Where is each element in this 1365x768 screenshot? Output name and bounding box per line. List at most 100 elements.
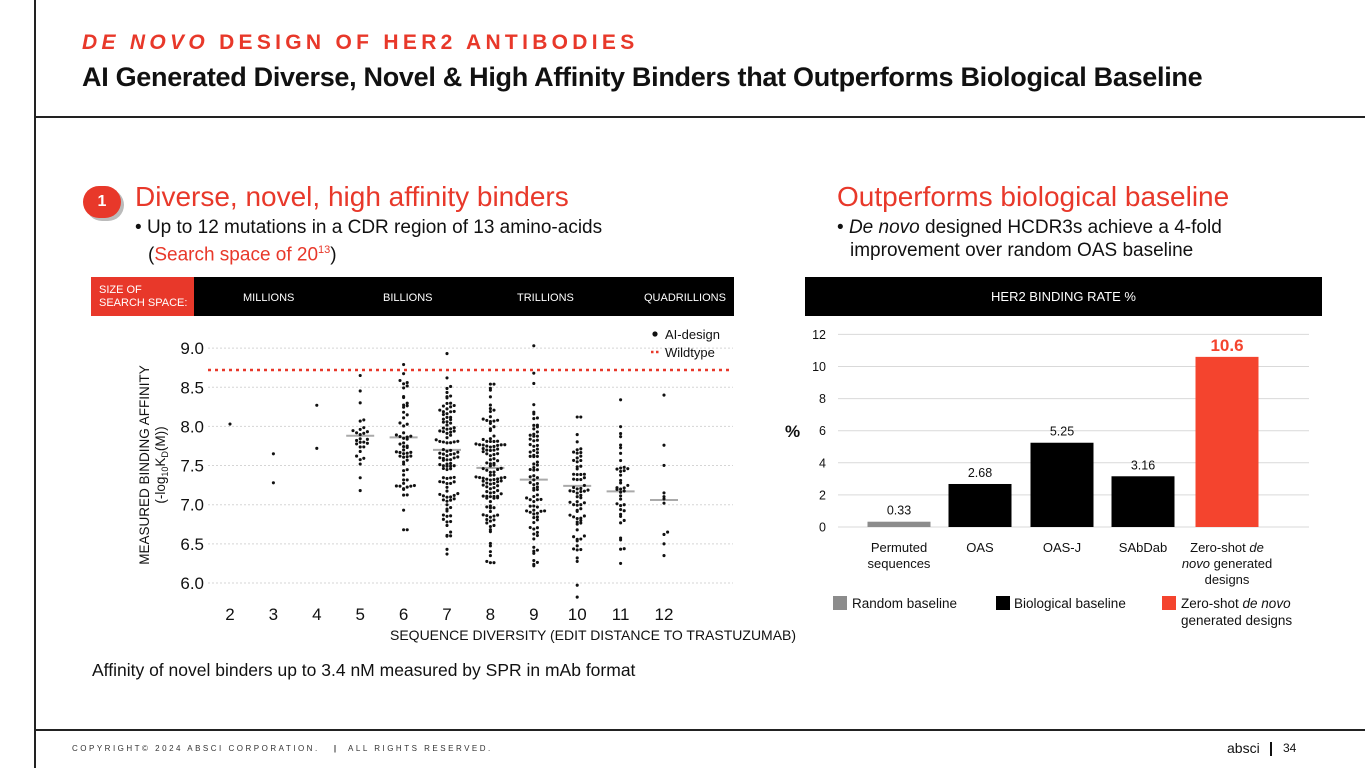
cat-zs-l1a: Zero-shot: [1190, 540, 1249, 555]
point-x10-55: [579, 464, 583, 468]
point-x9-72: [535, 430, 539, 434]
point-x5-5: [355, 454, 359, 458]
point-x9-20: [535, 511, 539, 515]
point-x8-30: [492, 494, 496, 499]
point-x7-31: [441, 480, 445, 484]
point-x8-75: [488, 454, 492, 458]
point-x6-54: [402, 394, 406, 399]
point-x7-72: [449, 433, 453, 437]
point-x9-63: [535, 443, 539, 447]
point-x10-15: [579, 521, 583, 525]
point-x6-40: [409, 434, 413, 438]
legend-ai-marker: [652, 331, 658, 337]
point-x7-5: [449, 530, 453, 534]
point-x6-12: [402, 481, 406, 485]
point-x7-62: [449, 448, 453, 452]
bar-y-ticks: 0 2 4 6 8 10 12: [812, 328, 826, 535]
point-x9-57: [532, 453, 536, 457]
point-x8-10: [492, 523, 496, 528]
point-x8-25: [488, 500, 492, 504]
point-x8-54: [481, 476, 485, 480]
header-divider: [34, 116, 1365, 118]
search-space-strip: SIZE OF SEARCH SPACE: MILLIONS BILLIONS …: [91, 277, 734, 316]
point-x8-94: [488, 439, 492, 444]
y-label-line2: (-log10KD(M)): [153, 426, 170, 503]
point-x9-16: [535, 518, 539, 522]
point-x8-64: [496, 467, 500, 472]
point-x11-0: [619, 561, 623, 565]
point-x10-43: [572, 485, 576, 490]
point-x8-39: [488, 487, 492, 491]
point-x6-1: [405, 528, 409, 532]
point-x9-43: [532, 478, 536, 482]
point-x6-59: [398, 378, 402, 383]
point-x5-10: [365, 441, 369, 445]
point-x10-52: [582, 472, 586, 476]
point-x7-43: [441, 464, 445, 468]
point-x8-73: [488, 458, 492, 462]
point-x10-68: [575, 415, 579, 419]
point-x10-17: [579, 518, 583, 522]
point-x5-1: [358, 476, 362, 480]
point-x10-9: [575, 537, 579, 541]
point-x9-35: [535, 493, 539, 497]
point-x6-28: [409, 450, 413, 454]
point-x8-72: [496, 459, 500, 463]
point-x3-0: [271, 481, 275, 485]
point-x10-10: [579, 537, 583, 541]
point-x6-21: [402, 455, 406, 459]
point-x11-39: [619, 398, 623, 402]
point-x8-18: [496, 513, 500, 517]
point-x6-48: [402, 410, 406, 414]
point-x8-85: [488, 445, 492, 449]
point-x9-49: [528, 467, 532, 472]
point-x9-19: [532, 512, 536, 516]
point-x9-44: [535, 476, 539, 480]
point-x5-0: [358, 489, 362, 493]
point-x8-107: [485, 418, 489, 422]
point-x8-61: [488, 470, 492, 474]
bar-cat-permuted: Permuted sequences: [868, 540, 931, 571]
point-x8-50: [488, 478, 492, 482]
point-x8-81: [492, 448, 496, 452]
point-x8-65: [481, 467, 485, 471]
point-x8-87: [485, 444, 489, 448]
point-x11-34: [619, 446, 623, 450]
point-x7-82: [445, 423, 449, 427]
point-x2-0: [228, 422, 232, 426]
point-x8-113: [488, 407, 492, 411]
point-x11-4: [619, 536, 623, 540]
point-x6-8: [398, 484, 402, 488]
point-x8-44: [488, 482, 492, 486]
point-x6-24: [409, 454, 413, 458]
point-x9-52: [532, 462, 536, 466]
point-x9-24: [543, 509, 547, 513]
point-x9-11: [535, 530, 539, 534]
point-x7-24: [452, 493, 456, 497]
point-x9-17: [532, 516, 536, 520]
point-x8-76: [492, 453, 496, 457]
point-x9-37: [535, 487, 539, 492]
point-x9-83: [532, 371, 536, 375]
bar-2: [1030, 442, 1094, 527]
point-x12-4: [662, 501, 666, 505]
point-x8-49: [499, 479, 503, 483]
point-x9-53: [535, 460, 539, 464]
y-tick-6.5: 6.5: [180, 535, 204, 554]
point-x12-5: [662, 497, 666, 501]
point-x5-4: [362, 456, 366, 460]
point-x10-25: [579, 507, 583, 511]
point-x9-62: [532, 444, 536, 448]
point-x11-32: [619, 458, 623, 463]
point-x8-84: [481, 447, 485, 451]
legend-bio-swatch: [996, 596, 1010, 610]
x-tick-6: 6: [399, 605, 408, 624]
point-x7-98: [441, 404, 445, 408]
point-x11-14: [619, 497, 623, 501]
point-x7-107: [449, 384, 453, 388]
point-x7-92: [449, 410, 453, 414]
legend-zero-pre: Zero-shot: [1181, 596, 1243, 611]
point-x7-35: [449, 476, 453, 480]
point-x10-19: [579, 516, 583, 520]
point-x5-16: [358, 433, 362, 437]
